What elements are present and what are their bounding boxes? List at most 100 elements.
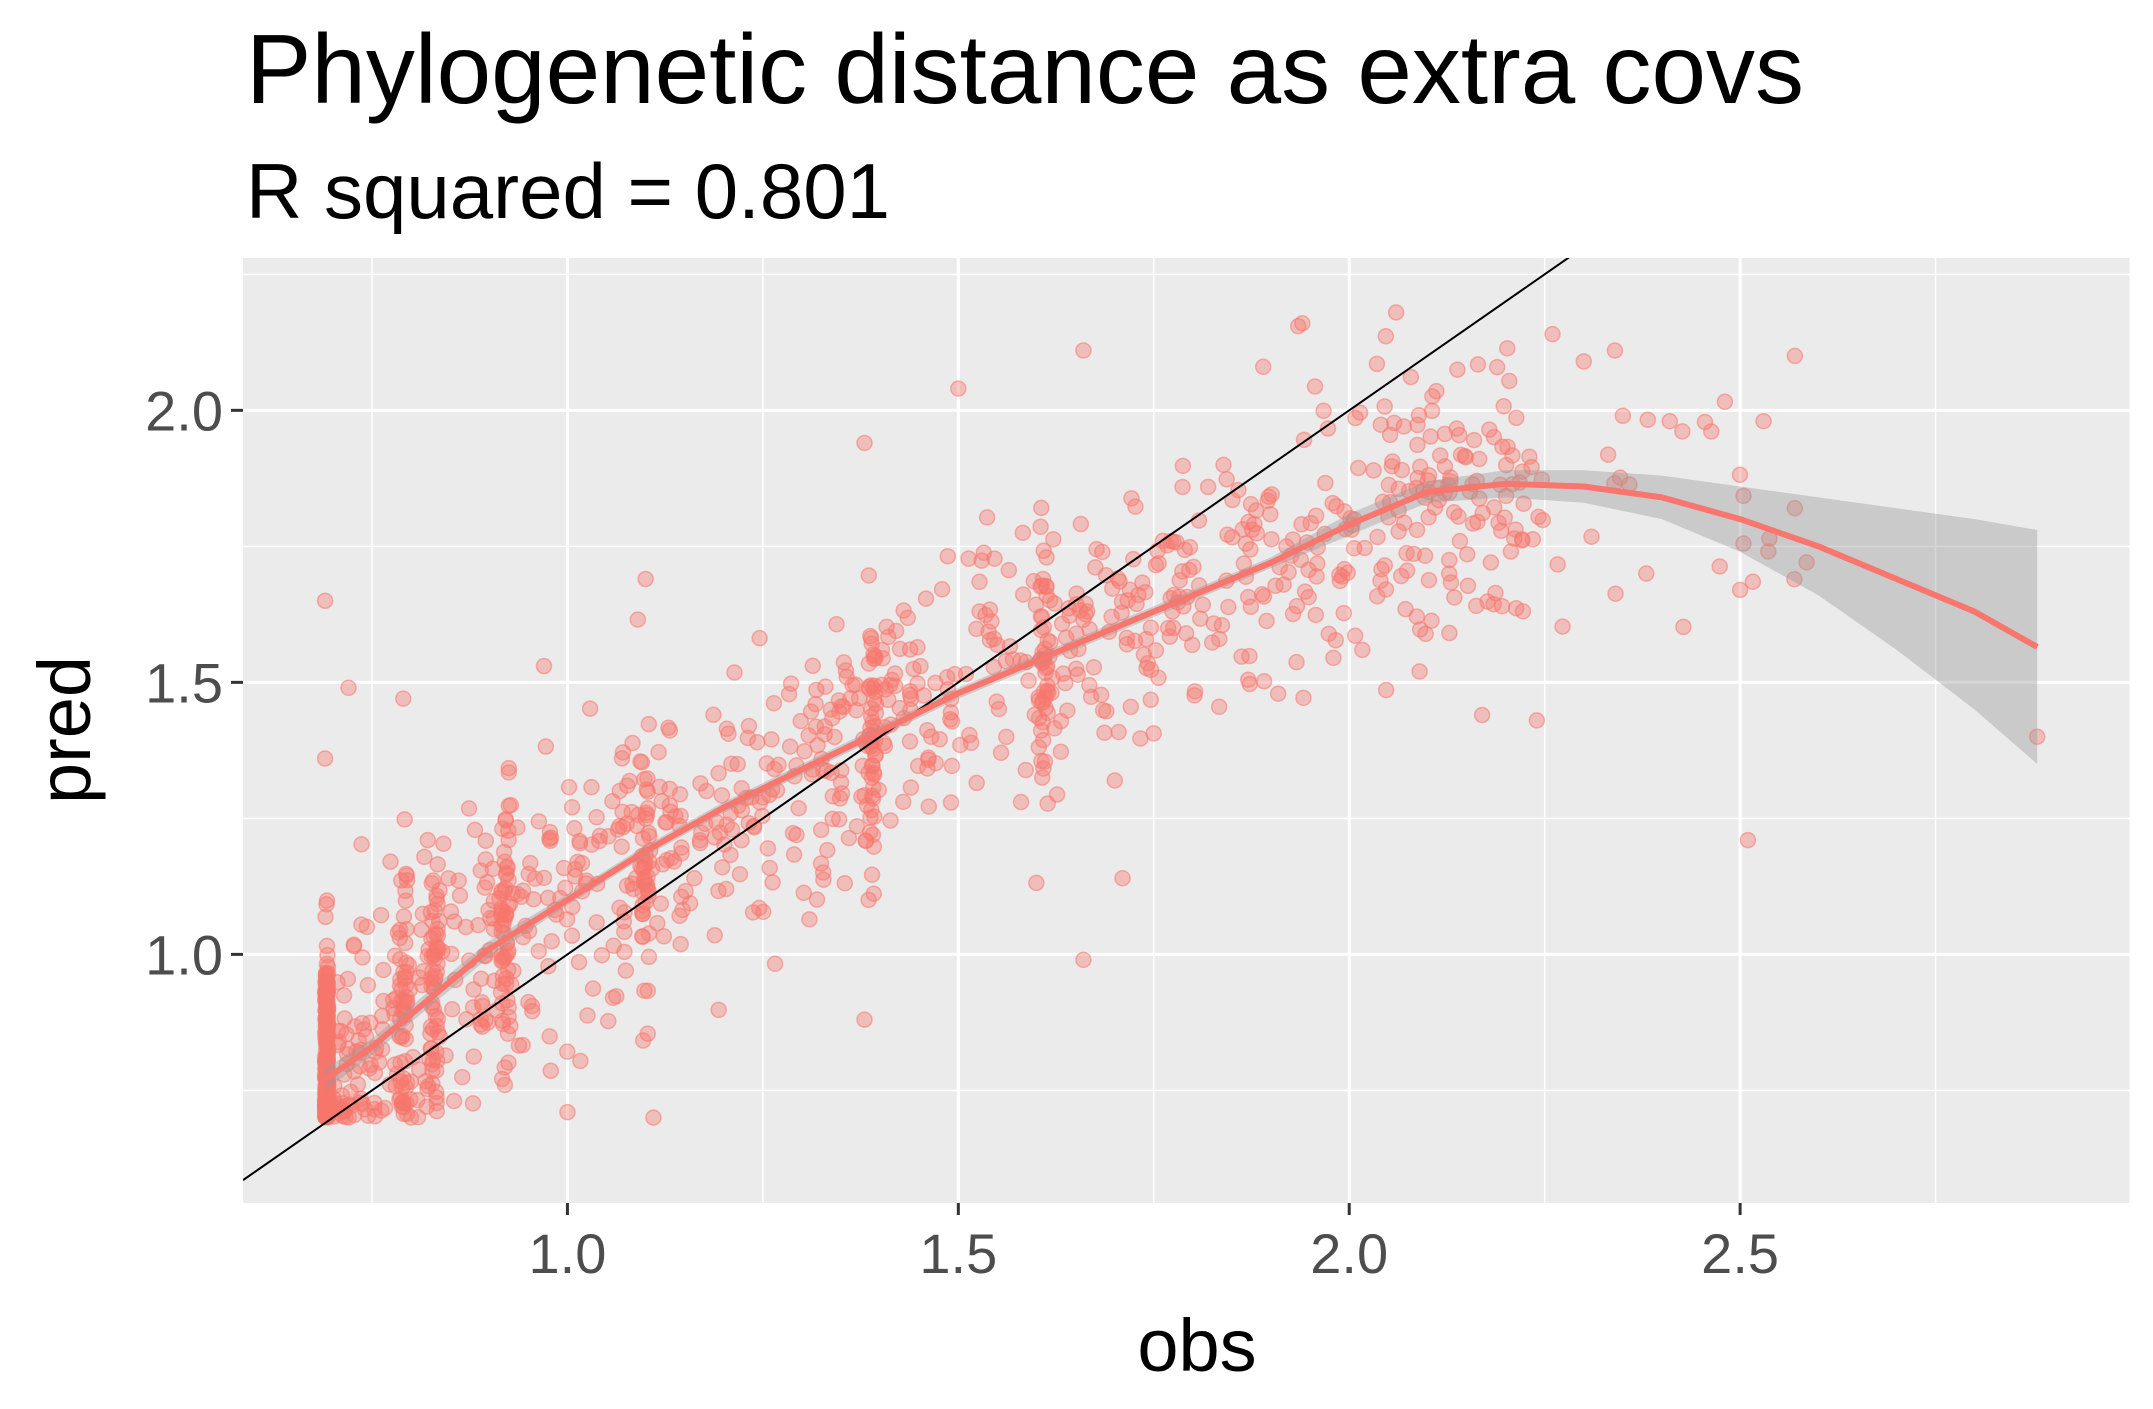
y-axis: 1.0 1.5 2.0 xyxy=(145,379,243,986)
data-point xyxy=(1030,739,1048,756)
data-point xyxy=(1426,499,1444,516)
data-point xyxy=(1159,619,1177,637)
data-point xyxy=(391,950,409,968)
data-point xyxy=(1028,874,1045,892)
data-point xyxy=(992,744,1010,761)
data-point xyxy=(1441,624,1458,642)
data-point xyxy=(877,681,894,698)
data-point xyxy=(1450,426,1468,444)
data-point xyxy=(422,1025,439,1042)
data-point xyxy=(1351,404,1369,421)
data-point xyxy=(998,728,1015,746)
data-point xyxy=(345,936,363,953)
data-point xyxy=(316,750,334,767)
data-point xyxy=(500,998,517,1016)
data-point xyxy=(633,754,651,771)
data-point xyxy=(804,657,822,675)
data-point xyxy=(1638,565,1655,582)
data-point xyxy=(1150,555,1167,572)
data-point xyxy=(1327,631,1344,649)
data-point xyxy=(397,1079,415,1096)
data-point xyxy=(1523,458,1540,476)
data-point xyxy=(1174,478,1191,496)
data-point xyxy=(1213,617,1231,634)
data-point xyxy=(499,858,516,875)
data-point xyxy=(1300,561,1317,579)
data-point xyxy=(614,818,632,836)
data-point xyxy=(1575,353,1593,370)
data-point xyxy=(1459,546,1476,563)
data-point xyxy=(1544,325,1561,343)
data-point xyxy=(864,826,882,844)
data-point xyxy=(497,904,515,922)
data-point xyxy=(671,785,689,803)
data-point xyxy=(1017,761,1035,779)
data-point xyxy=(658,851,676,869)
data-point xyxy=(882,812,899,829)
data-point xyxy=(1240,588,1257,606)
data-point xyxy=(477,832,495,849)
x-tick-label: 1.5 xyxy=(919,1222,997,1285)
data-point xyxy=(1492,522,1510,539)
data-point xyxy=(1420,466,1438,484)
data-point xyxy=(1479,593,1496,610)
data-point xyxy=(1142,691,1160,709)
data-point xyxy=(613,750,631,767)
data-point xyxy=(1150,669,1167,687)
data-point xyxy=(431,882,448,899)
data-point xyxy=(398,872,416,889)
data-point xyxy=(830,811,848,828)
data-point xyxy=(569,853,586,871)
data-point xyxy=(414,905,432,923)
data-point xyxy=(653,793,670,810)
data-point xyxy=(946,665,964,683)
data-point xyxy=(418,1098,435,1115)
plot-panel xyxy=(243,258,2133,1203)
data-point xyxy=(739,729,757,747)
data-point xyxy=(671,907,688,925)
data-point xyxy=(1354,641,1371,659)
data-point xyxy=(667,807,684,825)
data-point xyxy=(454,1068,471,1086)
data-point xyxy=(1032,518,1049,535)
data-point xyxy=(1176,541,1194,559)
data-point xyxy=(1215,456,1232,474)
data-point xyxy=(905,660,922,678)
data-point xyxy=(1325,649,1342,667)
data-point xyxy=(318,892,336,909)
data-point xyxy=(1134,574,1151,591)
data-point xyxy=(451,887,469,904)
data-point xyxy=(971,573,988,591)
data-point xyxy=(621,772,638,790)
data-point xyxy=(1485,428,1503,446)
data-point xyxy=(371,1054,388,1071)
data-point xyxy=(464,1095,482,1112)
y-axis-title: pred xyxy=(23,656,106,804)
data-point xyxy=(1473,706,1491,724)
data-point xyxy=(705,706,722,723)
data-point xyxy=(494,975,512,993)
data-point xyxy=(485,892,503,910)
data-point xyxy=(1137,583,1154,601)
data-point xyxy=(989,636,1006,654)
data-point xyxy=(608,987,625,1005)
data-point xyxy=(1528,712,1546,729)
data-point xyxy=(1731,581,1749,599)
data-point xyxy=(389,924,407,941)
data-point xyxy=(672,807,689,825)
data-point xyxy=(691,832,709,849)
data-point xyxy=(887,622,905,640)
data-point xyxy=(1262,506,1279,523)
data-point xyxy=(698,782,715,800)
data-point xyxy=(605,937,622,955)
data-point xyxy=(662,803,679,820)
data-point xyxy=(731,865,749,883)
data-point xyxy=(1420,571,1438,589)
data-point xyxy=(1384,453,1401,470)
data-point xyxy=(583,778,600,796)
data-point xyxy=(1696,413,1714,431)
data-point xyxy=(1317,474,1334,492)
data-point xyxy=(1380,476,1398,494)
data-point xyxy=(1716,393,1734,410)
data-point xyxy=(1377,681,1395,699)
